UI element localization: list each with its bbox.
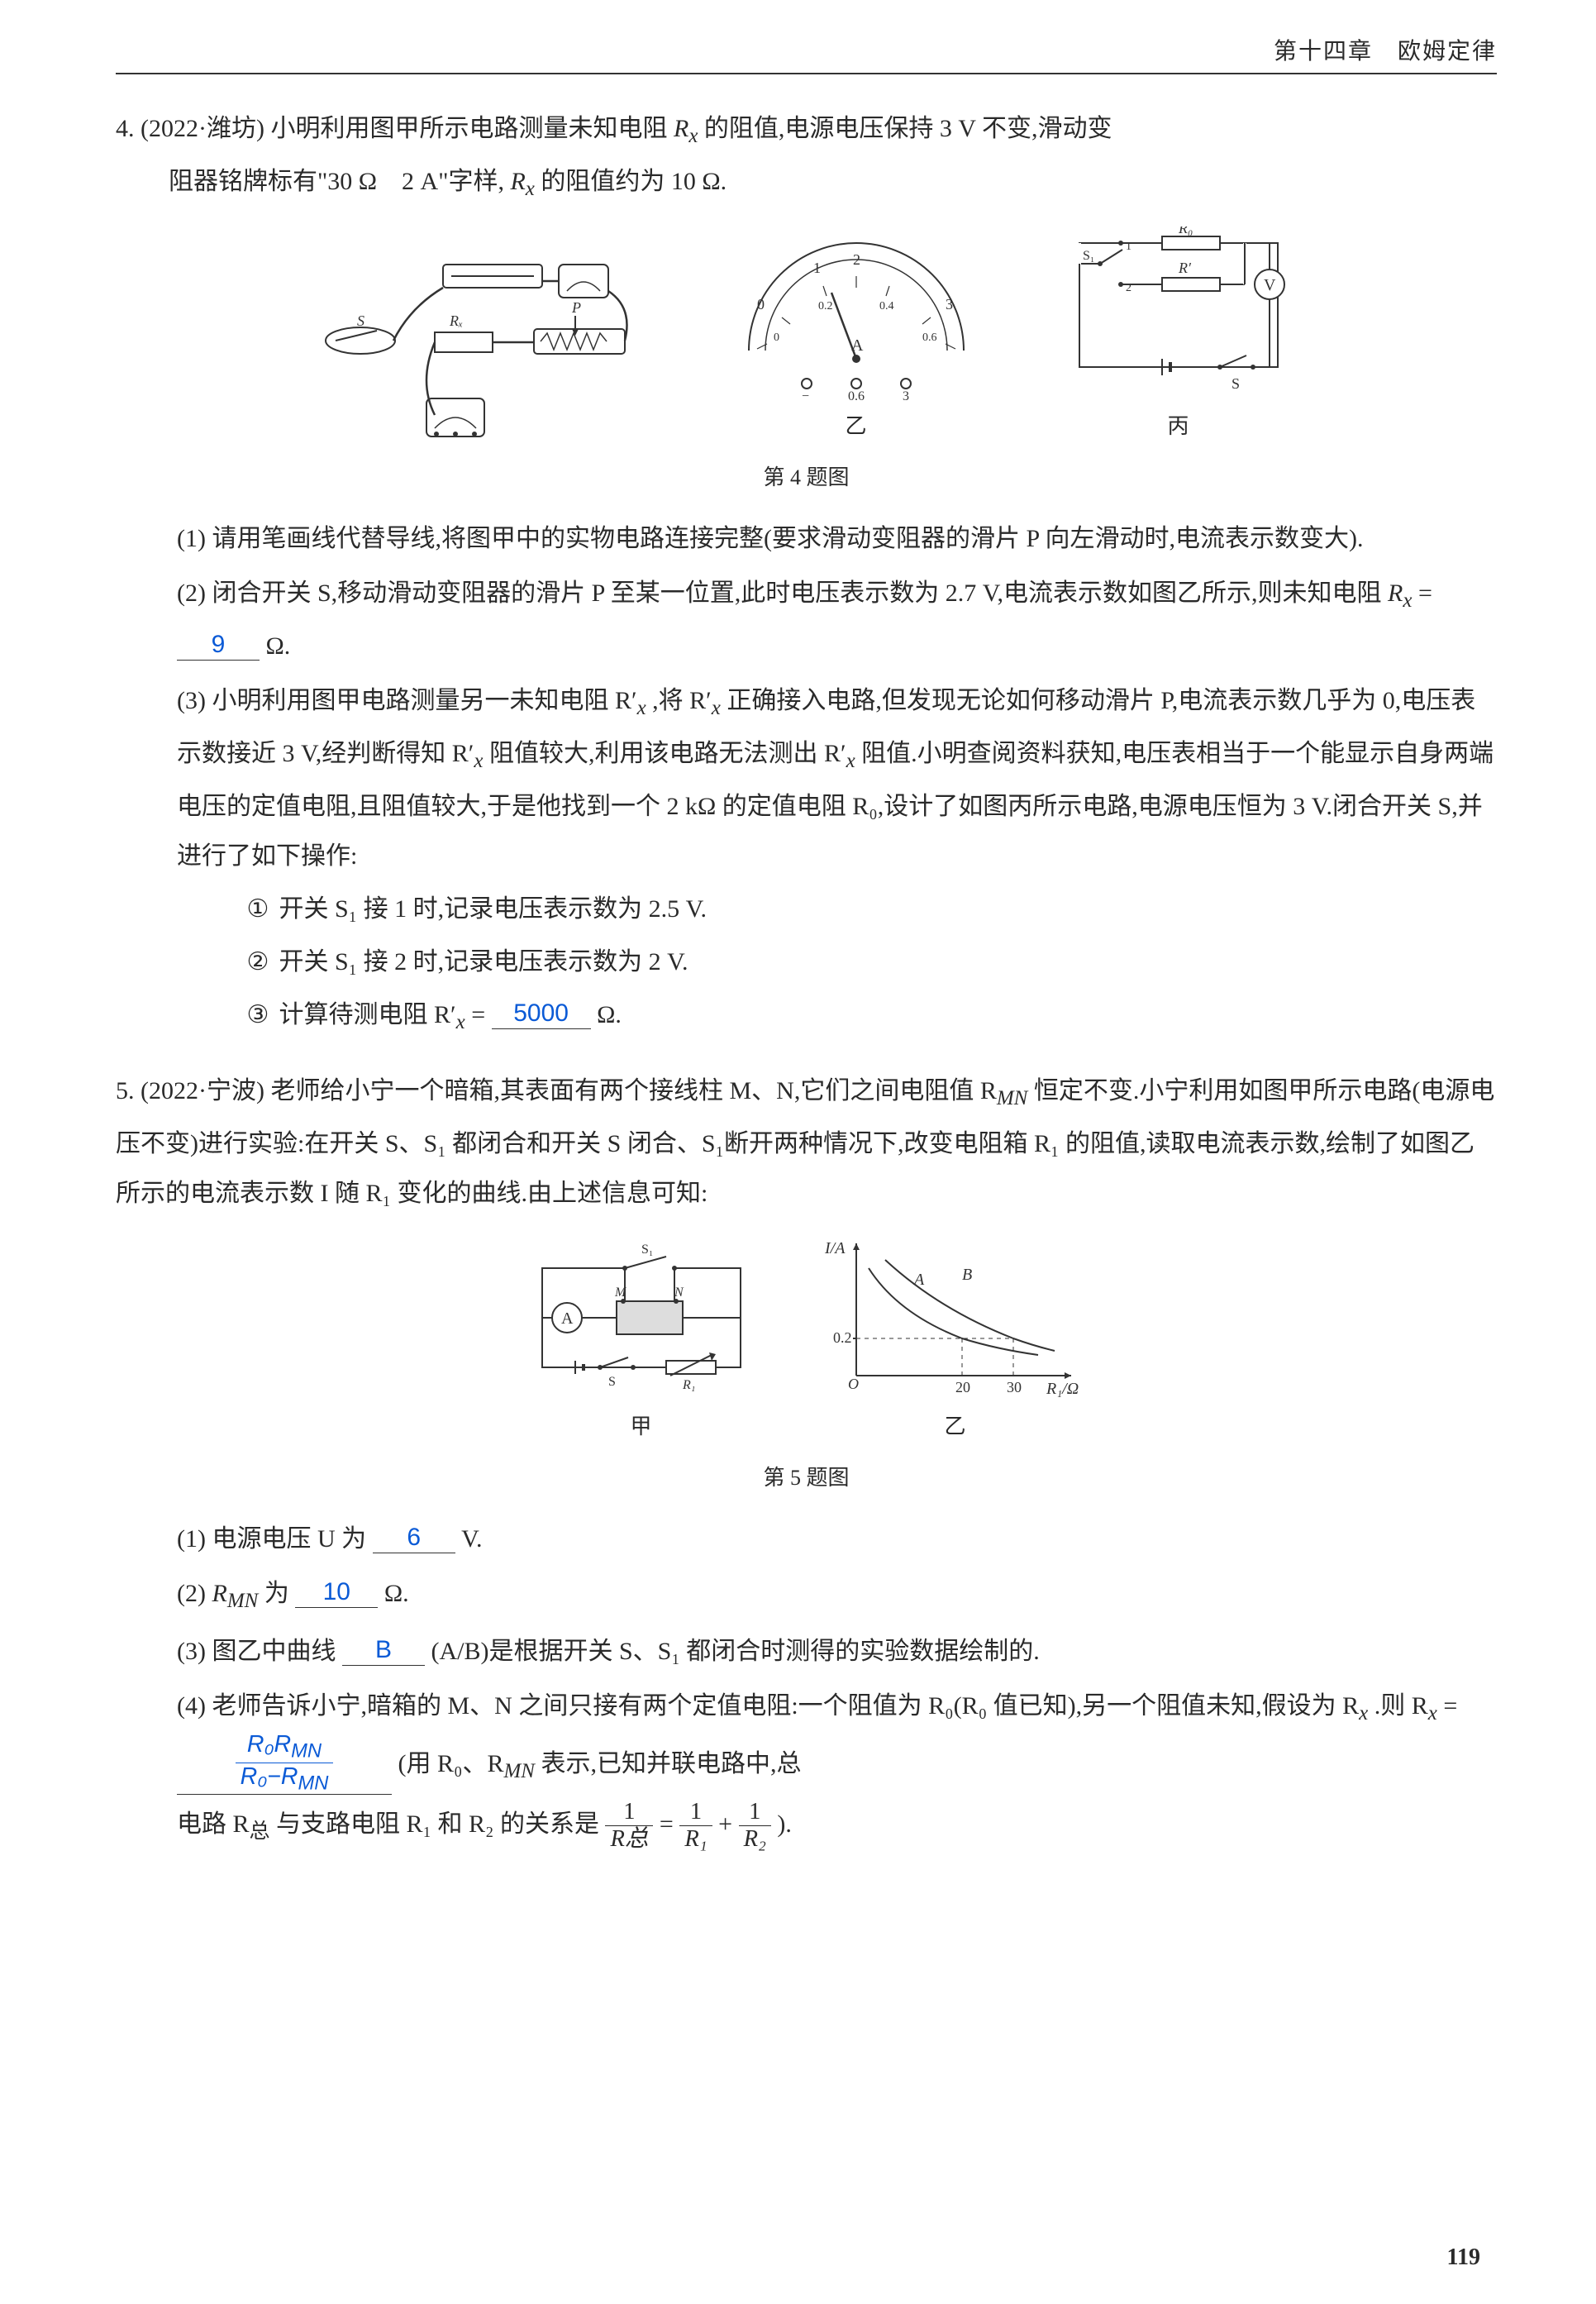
svg-text:2: 2 bbox=[853, 251, 860, 268]
q5-figures: S₁ A M N bbox=[116, 1235, 1497, 1448]
q5-fig-right: I/A R₁/Ω O 0.2 20 30 A B 乙 bbox=[823, 1235, 1088, 1448]
q5-p4-answer: R₀RMN R₀−RMN bbox=[177, 1733, 392, 1795]
svg-text:P: P bbox=[571, 299, 581, 316]
q4-p3-answer: 5000 bbox=[492, 999, 591, 1029]
question-4: 4. (2022·潍坊) 小明利用图甲所示电路测量未知电阻 Rx 的阻值,电源电… bbox=[116, 104, 1497, 1043]
q5-p2: (2) RMN 为 10 Ω. bbox=[169, 1569, 1497, 1622]
q4-p1-text: 请用笔画线代替导线,将图甲中的实物电路连接完整(要求滑动变阻器的滑片 P 向左滑… bbox=[212, 525, 1363, 552]
svg-text:O: O bbox=[848, 1376, 859, 1392]
svg-text:S₁: S₁ bbox=[641, 1243, 653, 1257]
svg-text:3: 3 bbox=[946, 296, 953, 312]
q5-intro: 老师给小宁一个暗箱,其表面有两个接线柱 M、N,它们之间电阻值 R bbox=[270, 1077, 996, 1104]
q4-rx2: Rx bbox=[510, 168, 534, 195]
q5-fig-right-label: 乙 bbox=[823, 1405, 1088, 1448]
svg-text:−: − bbox=[802, 389, 809, 400]
q4-p3: (3) 小明利用图甲电路测量另一未知电阻 R′x ,将 R′x 正确接入电路,但… bbox=[169, 676, 1497, 1043]
q4-p2-answer: 9 bbox=[177, 630, 260, 661]
svg-text:1: 1 bbox=[813, 260, 821, 276]
svg-text:1: 1 bbox=[1126, 241, 1131, 253]
svg-text:Rₓ: Rₓ bbox=[449, 312, 463, 329]
q4-intro-b: 的阻值,电源电压保持 3 V 不变,滑动变 bbox=[704, 115, 1112, 142]
q4-p2-a: 闭合开关 S,移动滑动变阻器的滑片 P 至某一位置,此时电压表示数为 2.7 V… bbox=[212, 580, 1388, 607]
svg-text:A: A bbox=[561, 1309, 574, 1328]
svg-text:3: 3 bbox=[903, 389, 909, 400]
frac-1-R2: 1 R₂ bbox=[739, 1801, 771, 1852]
svg-text:0.6: 0.6 bbox=[922, 332, 937, 344]
chapter-title: 第十四章 欧姆定律 bbox=[1274, 39, 1497, 64]
q5-number: 5. bbox=[116, 1077, 135, 1104]
svg-text:S: S bbox=[608, 1375, 616, 1389]
svg-text:S₁: S₁ bbox=[1083, 249, 1094, 263]
q5-fig-left-label: 甲 bbox=[526, 1405, 757, 1448]
svg-text:B: B bbox=[962, 1266, 972, 1284]
q5-p1: (1) 电源电压 U 为 6 V. bbox=[169, 1515, 1497, 1564]
q5-p3: (3) 图乙中曲线 B (A/B)是根据开关 S、S₁ 都闭合时测得的实验数据绘… bbox=[169, 1627, 1497, 1677]
svg-text:S: S bbox=[1232, 375, 1240, 392]
svg-text:30: 30 bbox=[1007, 1379, 1022, 1395]
svg-text:M: M bbox=[614, 1286, 627, 1300]
q4-fig-caption: 第 4 题图 bbox=[116, 456, 1497, 499]
q4-source: (2022·潍坊) bbox=[141, 115, 264, 142]
q5-p4: (4) 老师告诉小宁,暗箱的 M、N 之间只接有两个定值电阻:一个阻值为 R₀(… bbox=[169, 1681, 1497, 1853]
q4-fig-right-label: 丙 bbox=[1055, 405, 1303, 448]
svg-text:0.6: 0.6 bbox=[848, 389, 865, 400]
svg-text:0.2: 0.2 bbox=[818, 300, 833, 312]
q4-fig-mid: 0 1 2 3 0 0.2 0.4 0.6 A − 0.6 3 乙 bbox=[724, 227, 989, 448]
q5-p4-answer-fraction: R₀RMN R₀−RMN bbox=[236, 1733, 334, 1794]
q4-p2: (2) 闭合开关 S,移动滑动变阻器的滑片 P 至某一位置,此时电压表示数为 2… bbox=[169, 569, 1497, 671]
svg-text:0: 0 bbox=[774, 332, 779, 344]
q5-fig-caption: 第 5 题图 bbox=[116, 1457, 1497, 1500]
q4-fig-mid-label: 乙 bbox=[724, 405, 989, 448]
q4-rx: Rx bbox=[674, 115, 698, 142]
frac-1-Rtotal: 1 R总 bbox=[605, 1801, 653, 1852]
q4-number: 4. bbox=[116, 115, 135, 142]
q5-p2-answer: 10 bbox=[295, 1577, 378, 1608]
q5-p3-answer: B bbox=[342, 1635, 425, 1666]
q4-line2-b: 的阻值约为 10 Ω. bbox=[541, 168, 727, 195]
chapter-header: 第十四章 欧姆定律 bbox=[116, 33, 1497, 74]
page-number: 119 bbox=[1447, 2244, 1480, 2271]
svg-text:V: V bbox=[1264, 276, 1276, 294]
q4-p1-num: (1) bbox=[177, 525, 212, 552]
q4-intro-a: 小明利用图甲所示电路测量未知电阻 bbox=[270, 115, 674, 142]
svg-text:0.2: 0.2 bbox=[833, 1329, 852, 1346]
svg-text:I/A: I/A bbox=[824, 1239, 846, 1257]
svg-text:A: A bbox=[851, 336, 864, 355]
svg-text:A: A bbox=[912, 1271, 925, 1289]
q4-p3-num: (3) bbox=[177, 687, 212, 714]
svg-text:0.4: 0.4 bbox=[879, 300, 894, 312]
svg-text:R₁: R₁ bbox=[682, 1378, 695, 1392]
frac-1-R1: 1 R₁ bbox=[679, 1801, 712, 1852]
q5-fig-left: S₁ A M N bbox=[526, 1243, 757, 1448]
q5-source: (2022·宁波) bbox=[141, 1077, 264, 1104]
svg-text:2: 2 bbox=[1126, 282, 1131, 294]
q5-p1-answer: 6 bbox=[373, 1523, 455, 1553]
q4-p1: (1) 请用笔画线代替导线,将图甲中的实物电路连接完整(要求滑动变阻器的滑片 P… bbox=[169, 514, 1497, 564]
q4-p2-num: (2) bbox=[177, 580, 212, 607]
svg-text:R₁/Ω: R₁/Ω bbox=[1046, 1380, 1079, 1398]
q4-fig-left: S Rₓ P bbox=[311, 258, 658, 448]
question-5: 5. (2022·宁波) 老师给小宁一个暗箱,其表面有两个接线柱 M、N,它们之… bbox=[116, 1066, 1497, 1853]
svg-text:0: 0 bbox=[757, 296, 765, 312]
svg-text:R₀: R₀ bbox=[1178, 227, 1193, 236]
svg-text:20: 20 bbox=[955, 1379, 970, 1395]
svg-text:S: S bbox=[357, 312, 364, 329]
svg-text:R′: R′ bbox=[1178, 260, 1192, 276]
q4-fig-right: R₀ R′ V S₁ 1 2 bbox=[1055, 227, 1303, 448]
q4-figures: S Rₓ P bbox=[116, 227, 1497, 448]
q4-line2-a: 阻器铭牌标有"30 Ω 2 A"字样, bbox=[169, 168, 504, 195]
svg-text:N: N bbox=[674, 1286, 684, 1300]
